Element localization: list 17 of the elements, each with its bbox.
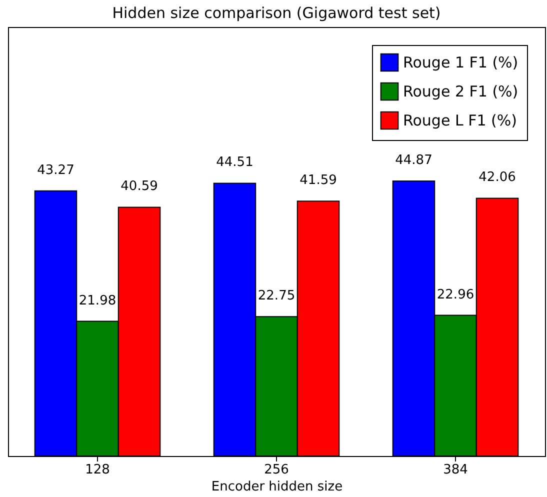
data-label: 41.59	[300, 173, 337, 188]
data-label: 44.87	[395, 153, 432, 168]
data-label: 44.51	[216, 155, 254, 170]
x-tick-label: 128	[85, 462, 110, 478]
x-axis-title: Encoder hidden size	[211, 480, 343, 494]
legend-label: Rouge 1 F1 (%)	[403, 54, 518, 72]
x-tick-label: 384	[443, 462, 468, 478]
x-tick-label: 256	[264, 462, 289, 478]
data-label: 43.27	[37, 162, 74, 178]
data-label: 22.75	[258, 288, 296, 304]
data-label: 22.96	[436, 287, 474, 302]
data-label: 40.59	[120, 179, 158, 194]
data-label: 21.98	[78, 293, 116, 308]
legend-label: Rouge 2 F1 (%)	[403, 82, 518, 100]
data-label: 42.06	[478, 170, 516, 186]
chart-title: Hidden size comparison (Gigaword test set)	[112, 4, 441, 22]
legend-label: Rouge L F1 (%)	[403, 112, 517, 130]
